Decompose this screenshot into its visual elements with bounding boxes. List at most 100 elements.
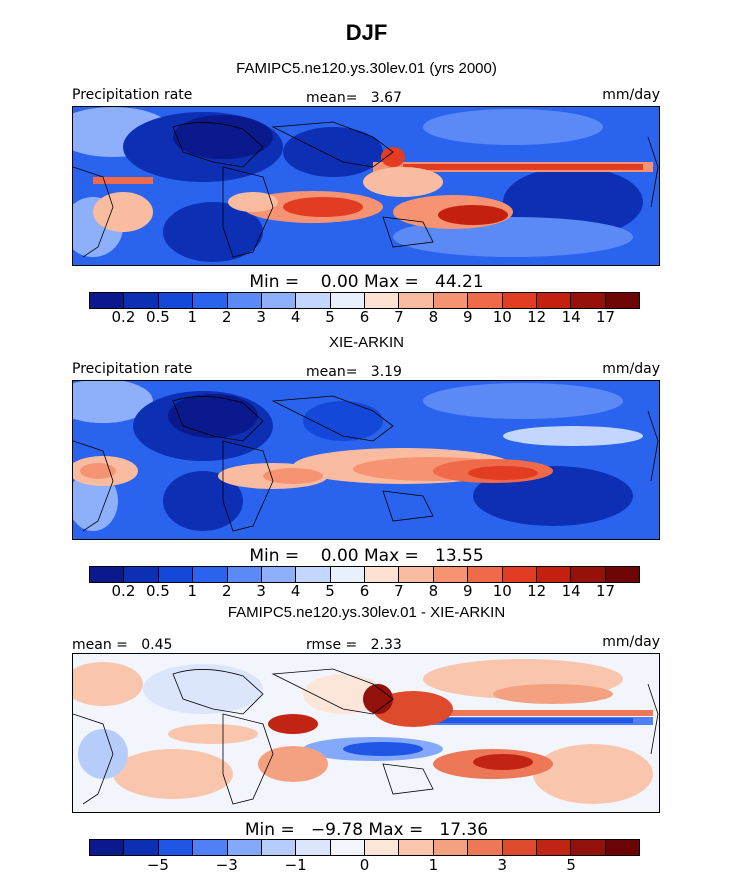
colorbar-tick-label: 4	[290, 582, 301, 600]
colorbar-swatch	[399, 293, 434, 308]
panel-1-variable-label: Precipitation rate	[72, 87, 193, 103]
colorbar-swatch	[193, 293, 228, 308]
colorbar-swatch	[468, 567, 503, 582]
colorbar-tick-label: 7	[394, 308, 404, 326]
panel-2-map	[72, 380, 660, 540]
colorbar-tick-label: 9	[463, 582, 473, 600]
panel-3-units-label: mm/day	[602, 634, 660, 650]
colorbar-tick-label: 10	[492, 582, 512, 600]
colorbar-tick-label: 1	[428, 856, 439, 874]
colorbar-tick-label: −1	[284, 856, 307, 874]
colorbar-swatch	[227, 293, 262, 308]
colorbar-tick-label: −3	[215, 856, 238, 874]
colorbar-tick-label: 0	[359, 856, 370, 874]
colorbar-tick-label: 8	[428, 308, 439, 326]
colorbar-swatch	[158, 293, 194, 308]
colorbar-tick-label: 12	[527, 308, 547, 326]
panel-2-mean-label: mean= 3.19	[306, 364, 402, 380]
panel-3-colorbar-ticks: −5 −3 −1 0 1 3 5	[89, 856, 640, 876]
colorbar-swatch	[502, 293, 537, 308]
panel-2-variable-label: Precipitation rate	[72, 361, 193, 377]
colorbar-swatch	[193, 840, 228, 855]
colorbar-tick-label: 3	[497, 856, 508, 874]
colorbar-tick-label: 10	[492, 308, 512, 326]
colorbar-swatch	[90, 840, 125, 855]
colorbar-tick-label: 4	[290, 308, 301, 326]
colorbar-swatch	[330, 567, 365, 582]
panel-1-units-label: mm/day	[602, 87, 660, 103]
panel-1-map	[72, 106, 660, 266]
panel-3-rmse-label: rmse = 2.33	[306, 637, 402, 653]
colorbar-tick-label: 9	[463, 308, 473, 326]
colorbar-tick-label: 1	[187, 582, 198, 600]
colorbar-tick-label: 14	[561, 582, 581, 600]
colorbar-swatch	[227, 840, 262, 855]
colorbar-swatch	[124, 567, 159, 582]
colorbar-swatch	[571, 567, 606, 582]
colorbar-swatch	[124, 293, 159, 308]
panel-2-minmax: Min = 0.00 Max = 13.55	[249, 546, 484, 566]
colorbar-swatch	[296, 840, 331, 855]
panel-1-minmax: Min = 0.00 Max = 44.21	[249, 272, 484, 292]
colorbar-swatch	[90, 293, 125, 308]
panel-2-colorbar	[89, 566, 640, 583]
colorbar-swatch	[433, 840, 469, 855]
panel-1-colorbar-ticks: 0.2 0.5 1 2 3 4 5 6 7 8 9 10 12 14 17	[89, 308, 640, 328]
colorbar-tick-label: 5	[325, 582, 335, 600]
colorbar-tick-label: 0.2	[111, 582, 136, 600]
figure-title: DJF	[345, 20, 388, 45]
colorbar-swatch	[90, 567, 125, 582]
panel-3-colorbar	[89, 839, 640, 856]
colorbar-swatch	[605, 567, 639, 582]
colorbar-swatch	[261, 840, 297, 855]
colorbar-tick-label: 3	[256, 308, 266, 326]
colorbar-swatch	[365, 293, 400, 308]
panel-2-units-label: mm/day	[602, 361, 660, 377]
colorbar-tick-label: 6	[359, 582, 370, 600]
colorbar-swatch	[502, 840, 537, 855]
colorbar-tick-label: 5	[566, 856, 576, 874]
colorbar-swatch	[571, 840, 606, 855]
colorbar-swatch	[296, 567, 331, 582]
colorbar-swatch	[261, 293, 297, 308]
colorbar-swatch	[536, 567, 572, 582]
colorbar-swatch	[124, 840, 159, 855]
colorbar-swatch	[433, 567, 469, 582]
colorbar-tick-label: 1	[187, 308, 198, 326]
colorbar-swatch	[605, 293, 639, 308]
colorbar-swatch	[468, 293, 503, 308]
colorbar-swatch	[193, 567, 228, 582]
panel-3-mean-label: mean = 0.45	[72, 637, 173, 653]
colorbar-swatch	[399, 840, 434, 855]
colorbar-swatch	[365, 567, 400, 582]
colorbar-swatch	[433, 293, 469, 308]
colorbar-swatch	[536, 840, 572, 855]
colorbar-swatch	[261, 567, 297, 582]
colorbar-tick-label: 17	[596, 308, 616, 326]
colorbar-tick-label: 3	[256, 582, 266, 600]
colorbar-swatch	[571, 293, 606, 308]
colorbar-tick-label: 17	[596, 582, 616, 600]
colorbar-tick-label: 6	[359, 308, 370, 326]
colorbar-swatch	[536, 293, 572, 308]
colorbar-swatch	[502, 567, 537, 582]
colorbar-tick-label: 7	[394, 582, 404, 600]
panel-1-mean-label: mean= 3.67	[306, 90, 402, 106]
colorbar-tick-label: 5	[325, 308, 335, 326]
colorbar-swatch	[158, 840, 194, 855]
colorbar-swatch	[296, 293, 331, 308]
colorbar-tick-label: 8	[428, 582, 439, 600]
colorbar-swatch	[227, 567, 262, 582]
colorbar-swatch	[605, 840, 639, 855]
colorbar-swatch	[330, 293, 365, 308]
colorbar-swatch	[399, 567, 434, 582]
colorbar-tick-label: 14	[561, 308, 581, 326]
colorbar-tick-label: 2	[221, 582, 232, 600]
panel-2-title: XIE-ARKIN	[328, 334, 404, 351]
colorbar-tick-label: 0.2	[111, 308, 136, 326]
panel-3-map	[72, 653, 660, 813]
panel-3-title: FAMIPC5.ne120.ys.30lev.01 - XIE-ARKIN	[227, 604, 506, 621]
colorbar-tick-label: 2	[221, 308, 232, 326]
colorbar-tick-label: −5	[146, 856, 169, 874]
panel-1-title: FAMIPC5.ne120.ys.30lev.01 (yrs 2000)	[236, 60, 497, 77]
